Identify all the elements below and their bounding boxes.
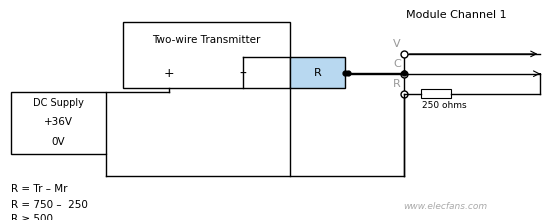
FancyBboxPatch shape [421,89,451,98]
Text: +: + [164,67,175,80]
FancyBboxPatch shape [123,22,290,88]
Text: Two-wire Transmitter: Two-wire Transmitter [152,35,260,46]
Text: V: V [393,39,401,49]
Text: Module Channel 1: Module Channel 1 [407,10,507,20]
Text: DC Supply: DC Supply [33,99,84,108]
Text: 250 ohms: 250 ohms [422,101,467,110]
Text: C: C [393,59,401,69]
FancyBboxPatch shape [11,92,106,154]
Text: R = Tr – Mr: R = Tr – Mr [11,184,67,194]
Text: R: R [314,68,321,78]
Text: 0V: 0V [52,137,65,147]
Text: R ≥ 500: R ≥ 500 [11,214,53,220]
Text: www.elecfans.com: www.elecfans.com [403,202,488,211]
Text: +36V: +36V [44,117,73,127]
FancyBboxPatch shape [290,57,345,88]
Text: R: R [393,79,401,89]
Text: R = 750 –  250: R = 750 – 250 [11,200,88,210]
Text: –: – [240,66,246,81]
